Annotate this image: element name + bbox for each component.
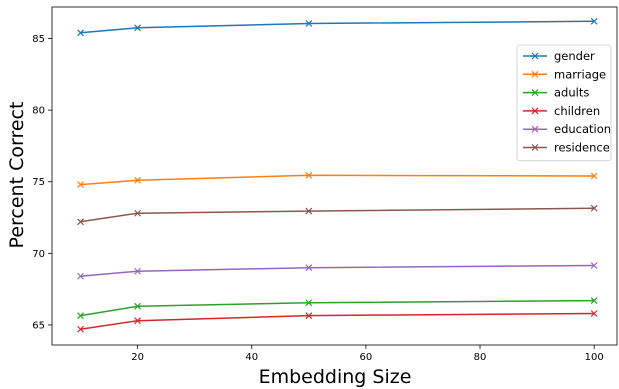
y-tick-label-80: 80 (32, 106, 45, 117)
series-line-children (80, 312, 595, 330)
data-point-education-2 (305, 264, 313, 272)
data-point-children-0 (77, 325, 84, 333)
legend-item-gender: gender (523, 49, 595, 63)
x-axis-label: Embedding Size (259, 366, 412, 388)
axes: 20 40 60 80 100 65 70 75 80 85 (32, 6, 618, 363)
data-point-gender-1 (134, 24, 142, 32)
series-line-gender (80, 20, 595, 34)
series-line-marriage (80, 174, 595, 186)
data-point-children-3 (590, 310, 598, 317)
y-axis-label: Percent Correct (6, 102, 28, 249)
legend-marker-residence (531, 144, 539, 151)
data-point-adults-2 (305, 299, 313, 307)
data-point-children-2 (305, 312, 313, 320)
legend-item-children: children (523, 104, 600, 118)
data-point-gender-0 (77, 29, 84, 37)
plot-area (77, 17, 598, 333)
series-line-adults (80, 299, 595, 317)
legend-item-residence: residence (523, 141, 610, 155)
data-point-marriage-1 (134, 176, 142, 184)
x-tick-label-100: 100 (585, 352, 604, 363)
y-tick-label-65: 65 (32, 320, 45, 331)
data-point-marriage-0 (77, 181, 84, 189)
data-point-adults-1 (134, 302, 142, 310)
axes-frame (51, 6, 618, 346)
legend-label-children: children (554, 104, 600, 118)
legend-item-marriage: marriage (523, 67, 606, 81)
legend-marker-adults (531, 89, 539, 97)
x-tick-label-40: 40 (245, 352, 258, 363)
data-point-gender-3 (590, 17, 598, 25)
data-point-education-0 (77, 272, 84, 280)
legend-item-education: education (523, 122, 611, 136)
legend-marker-education (531, 125, 539, 133)
legend-marker-marriage (531, 70, 539, 78)
data-point-gender-2 (305, 20, 313, 27)
legend-label-gender: gender (554, 49, 595, 63)
data-point-education-1 (134, 267, 142, 275)
data-point-education-3 (590, 262, 598, 269)
data-point-marriage-2 (305, 171, 313, 179)
series-line-residence (80, 207, 595, 223)
y-tick-label-70: 70 (32, 249, 45, 260)
data-point-residence-3 (590, 204, 598, 212)
data-point-children-1 (134, 317, 142, 325)
legend-marker-children (531, 107, 539, 115)
legend-label-education: education (554, 122, 611, 136)
legend-marker-gender (531, 52, 539, 60)
data-point-residence-1 (134, 209, 142, 217)
x-tick-label-20: 20 (131, 352, 144, 363)
legend-item-adults: adults (523, 86, 589, 100)
data-point-residence-2 (305, 207, 313, 215)
data-point-residence-0 (77, 218, 84, 226)
legend: gender marriage adults children education res… (516, 44, 612, 162)
x-tick-label-60: 60 (360, 352, 373, 363)
legend-label-marriage: marriage (554, 67, 606, 81)
y-tick-label-75: 75 (32, 177, 45, 188)
data-point-adults-0 (77, 312, 84, 320)
legend-label-residence: residence (554, 141, 610, 155)
data-point-marriage-3 (590, 172, 598, 180)
series-line-education (80, 264, 595, 278)
x-tick-label-80: 80 (474, 352, 487, 363)
y-tick-label-85: 85 (32, 34, 45, 45)
legend-label-adults: adults (554, 86, 589, 100)
data-point-adults-3 (590, 297, 598, 305)
